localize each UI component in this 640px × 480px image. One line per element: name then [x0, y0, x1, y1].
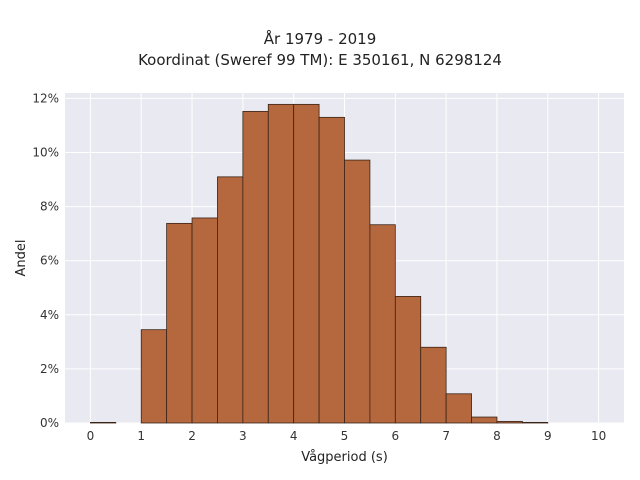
y-tick-label: 10% — [32, 146, 59, 160]
y-tick-label: 8% — [40, 200, 59, 214]
x-tick-label: 10 — [591, 429, 606, 443]
histogram-bar — [217, 176, 244, 424]
x-tick-label: 9 — [544, 429, 552, 443]
histogram-bar — [445, 393, 472, 424]
histogram-bar — [293, 103, 320, 424]
histogram-bar — [267, 103, 295, 424]
histogram-bar — [140, 329, 168, 424]
y-tick-label: 2% — [40, 362, 59, 376]
histogram-bar — [420, 346, 447, 424]
y-axis-label: Andel — [14, 240, 29, 277]
histogram-bar — [394, 296, 422, 424]
x-tick-label: 6 — [391, 429, 399, 443]
histogram-bar — [471, 416, 498, 424]
histogram-bar — [496, 420, 523, 424]
y-tick-label: 0% — [40, 416, 59, 430]
bars — [90, 103, 549, 424]
y-axis-ticks: 0% 2% 4% 6% 8% 10% 12% — [32, 91, 59, 430]
y-tick-label: 4% — [40, 308, 59, 322]
x-tick-label: 7 — [442, 429, 450, 443]
histogram-bar — [166, 222, 193, 424]
histogram-bar — [344, 159, 371, 424]
x-tick-label: 4 — [290, 429, 298, 443]
histogram-bar — [242, 110, 269, 424]
x-axis-ticks: 0 1 2 3 4 5 6 7 8 9 10 — [87, 429, 607, 443]
histogram-bar — [191, 217, 218, 424]
x-axis-label: Vågperiod (s) — [301, 450, 388, 465]
histogram-bar — [521, 421, 549, 424]
y-tick-label: 12% — [32, 91, 59, 105]
chart-subtitle: Koordinat (Sweref 99 TM): E 350161, N 62… — [138, 51, 502, 69]
x-tick-label: 2 — [188, 429, 196, 443]
x-tick-label: 1 — [137, 429, 145, 443]
x-tick-label: 0 — [87, 429, 95, 443]
x-tick-label: 5 — [341, 429, 349, 443]
histogram-bar — [318, 116, 345, 424]
x-tick-label: 3 — [239, 429, 247, 443]
histogram-bar — [90, 421, 117, 424]
x-tick-label: 8 — [493, 429, 501, 443]
chart-title: År 1979 - 2019 — [263, 30, 377, 48]
y-tick-label: 6% — [40, 254, 59, 268]
histogram-bar — [369, 224, 396, 424]
